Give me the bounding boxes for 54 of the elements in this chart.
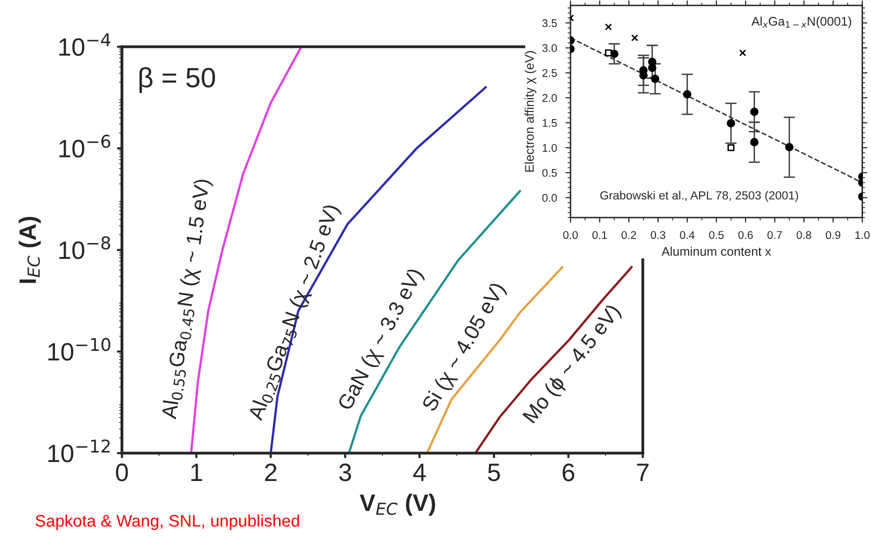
- x-tick-label: 3: [339, 464, 352, 482]
- y-tick-label: 3.0: [542, 44, 557, 52]
- annotation: Mo (ϕ ~ 4.5 eV): [522, 302, 624, 426]
- x-tick-label: 0.0: [563, 231, 578, 239]
- point: [726, 119, 736, 128]
- point: [683, 90, 692, 98]
- x-tick-label: 0.4: [680, 231, 695, 239]
- point: [785, 143, 794, 152]
- y-tick-label: 10$^{−12}$: [48, 439, 110, 462]
- annotation: Al$_{x}$Ga$_{1−x}$N(0001): [751, 16, 852, 28]
- x-tick-label: 6: [562, 464, 574, 482]
- x-tick-label: 0.7: [767, 231, 782, 239]
- y-tick-label: 2.0: [542, 94, 557, 102]
- x-tick-label: 0.8: [796, 231, 812, 239]
- y-tick-label: 0.0: [542, 194, 557, 202]
- point: [604, 49, 612, 56]
- x-tick-label: 0.5: [709, 231, 724, 239]
- x-tick-label: 7: [637, 464, 648, 481]
- point: [739, 49, 746, 56]
- x-tick-label: 1: [191, 464, 202, 481]
- text: Sapkota & Wang, SNL, unpublished: [36, 514, 300, 530]
- annotation: Al$_{0.55}$Ga$_{0.45}$N (χ ~ 1.5 eV): [160, 178, 214, 420]
- y-axis-title: Electron affinity χ (eV): [524, 51, 536, 172]
- point: [631, 34, 638, 42]
- annotation: β = 50: [139, 67, 216, 93]
- y-tick-label: 3.5: [542, 19, 557, 28]
- x-tick-label: 0.2: [622, 231, 636, 239]
- point: [650, 74, 660, 83]
- annotation: Grabowski et al., APL 78, 2503 (2001): [600, 190, 798, 202]
- point: [728, 144, 734, 152]
- x-tick-label: 0: [116, 464, 128, 482]
- y-tick-label: 10$^{−4}$: [59, 33, 110, 56]
- x-axis-title: V$_{EC}$ (V): [360, 494, 436, 516]
- y-tick-label: 10$^{−6}$: [59, 134, 110, 158]
- y-tick-label: 10$^{−10}$: [48, 338, 110, 361]
- y-tick-label: 1.5: [542, 119, 557, 127]
- y-tick-label: 0.5: [542, 168, 557, 177]
- x-tick-label: 2: [265, 464, 276, 481]
- x-axis-title: Aluminum content x: [662, 246, 772, 256]
- y-axis-title: I$_{EC}$ (A): [18, 216, 41, 283]
- x-tick-label: 0.6: [738, 231, 753, 239]
- point: [750, 108, 758, 116]
- y-tick-label: 10$^{−8}$: [59, 236, 110, 260]
- x-tick-label: 5: [488, 464, 500, 482]
- point: [648, 64, 656, 72]
- y-tick-label: 1.0: [542, 144, 557, 152]
- x-tick-label: 1.0: [855, 231, 870, 239]
- point: [750, 138, 758, 146]
- x-tick-label: 0.3: [650, 231, 666, 239]
- x-tick-label: 0.9: [826, 231, 840, 239]
- x-tick-label: 0.1: [592, 231, 607, 239]
- x-tick-label: 4: [413, 464, 426, 481]
- point: [604, 23, 612, 30]
- y-tick-label: 2.5: [542, 69, 557, 77]
